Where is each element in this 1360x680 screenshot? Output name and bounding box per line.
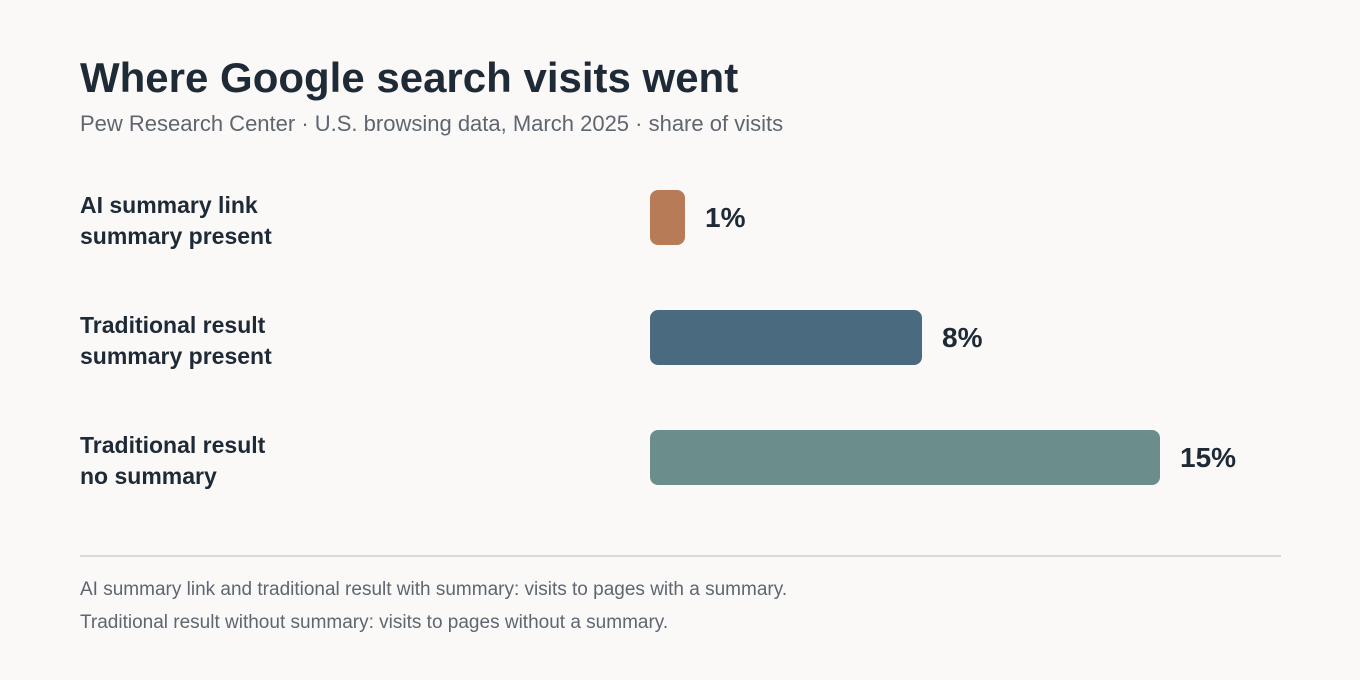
category-label-line: no summary — [80, 463, 217, 489]
bar — [650, 190, 685, 245]
divider — [80, 555, 1281, 557]
value-label: 1% — [705, 202, 746, 233]
bar-chart: AI summary link summary present 1% Traditio… — [80, 190, 1236, 489]
category-label-line: summary present — [80, 223, 272, 249]
category-label-line: AI summary link — [80, 192, 258, 218]
value-label: 15% — [1180, 442, 1236, 473]
bar — [650, 430, 1160, 485]
category-label: Traditional result summary present — [80, 312, 272, 369]
category-label: AI summary link summary present — [80, 192, 272, 249]
category-label-line: summary present — [80, 343, 272, 369]
category-label-line: Traditional result — [80, 312, 266, 338]
category-label: Traditional result no summary — [80, 432, 266, 489]
footnote-2: Traditional result without summary: visi… — [80, 612, 669, 633]
bar — [650, 310, 922, 365]
footnote-1: AI summary link and traditional result w… — [80, 579, 788, 600]
value-label: 8% — [942, 322, 983, 353]
category-label-line: Traditional result — [80, 432, 266, 458]
chart-title: Where Google search visits went — [80, 54, 739, 101]
chart-subtitle: Pew Research Center · U.S. browsing data… — [80, 111, 784, 136]
